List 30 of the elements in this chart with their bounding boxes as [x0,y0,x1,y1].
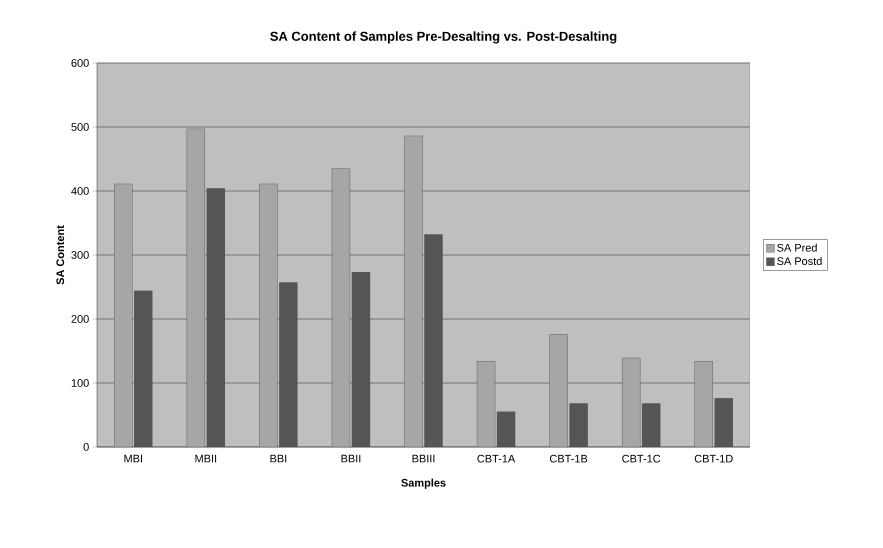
x-tick-label: CBT-1D [694,454,733,463]
x-tick-label: BBII [342,454,360,462]
bar [114,184,132,447]
x-tick-label: CBT-1C [622,454,660,463]
bar [186,128,206,447]
x-tick-label: BBI [270,454,286,462]
bar [259,184,278,447]
bar [622,358,640,447]
y-tick-label: 500 [71,123,89,131]
bar [549,334,568,447]
x-tick-label: MBII [195,454,216,462]
x-tick-label: CBT-1A [477,454,516,463]
y-tick-label: 600 [72,59,89,67]
bar [694,361,713,447]
x-tick-label: CBT-1B [550,454,588,463]
legend-label: SA Postd [777,256,822,266]
x-axis-title: Samples [401,478,446,489]
y-tick-label: 400 [71,187,89,195]
bar [476,361,496,447]
bar [332,168,350,447]
x-tick-label: BBIII [412,454,434,462]
y-tick-label: 0 [84,443,89,451]
bar [404,136,423,447]
chart-title: SA Content of Samples Pre-Desalting vs. Post-Desalting [270,31,616,44]
legend-label: SA Pred [777,244,817,252]
y-tick-label: 100 [72,379,89,387]
y-tick-label: 200 [71,315,89,323]
y-tick-label: 300 [71,251,89,259]
y-axis-title: SA Content [56,225,64,285]
x-tick-label: MBI [124,454,142,462]
